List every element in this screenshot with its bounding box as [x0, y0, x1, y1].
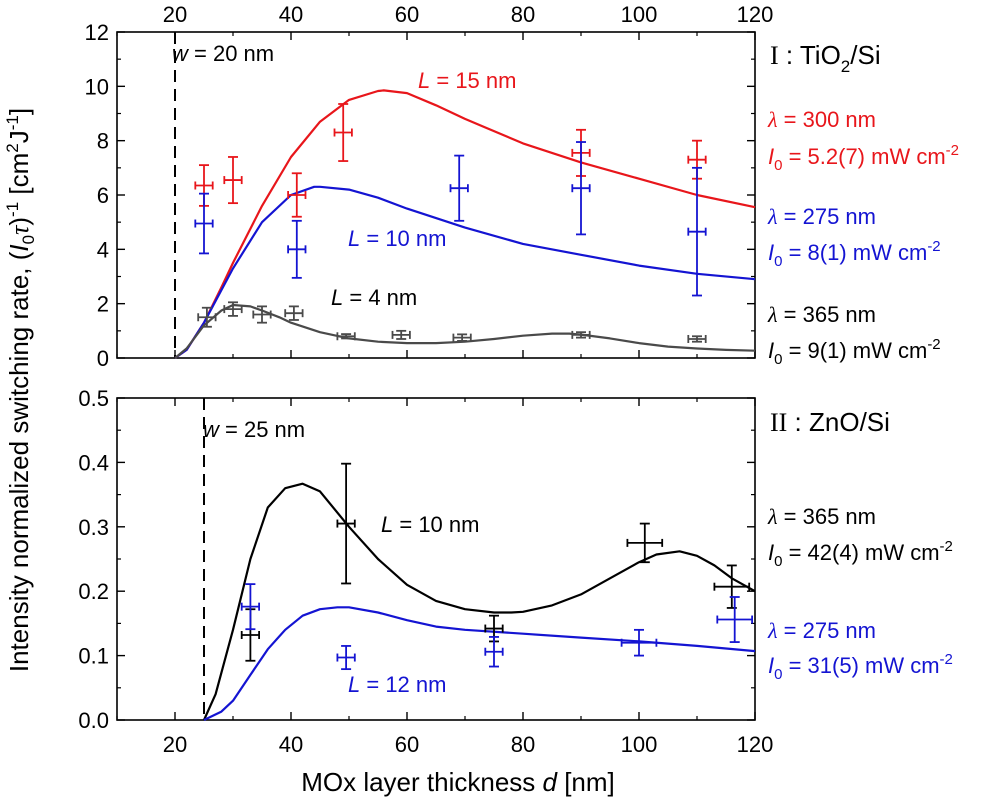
- x-tick-label: 60: [395, 732, 419, 757]
- curve-l-12-nm: [203, 606, 756, 721]
- w-label-tio2: w = 20 nm: [172, 41, 274, 66]
- x-tick-label-top: 60: [395, 2, 419, 27]
- x-tick-label: 120: [737, 732, 774, 757]
- y-tick-label: 2: [97, 292, 109, 317]
- y-tick-label: 0.0: [78, 708, 109, 733]
- x-tick-label: 40: [279, 732, 303, 757]
- y-tick-label: 12: [85, 20, 109, 45]
- data-point: [713, 564, 751, 609]
- data-point: [287, 219, 307, 279]
- curve-l-10-nm: [174, 185, 756, 359]
- legend-I0-275-tio2: I0 = 8(1) mW cm-2: [768, 238, 941, 270]
- data-point: [252, 305, 272, 324]
- y-tick-label: 0: [97, 346, 109, 371]
- curve-l-10-nm: [202, 482, 756, 721]
- panel-title-zno: II : ZnO/Si: [770, 407, 890, 437]
- data-point: [449, 154, 469, 222]
- y-tick-label: 0.4: [78, 450, 109, 475]
- data-point: [687, 166, 707, 297]
- x-tick-label-top: 20: [163, 2, 187, 27]
- x-tick-label: 80: [511, 732, 535, 757]
- panel-zno: 20 40 60 80 100 120 0.0 0.1 0.2 0.3 0.4 0.5 w = 25 …: [78, 386, 952, 757]
- legend-I0-300: I0 = 5.2(7) mW cm-2: [768, 142, 959, 174]
- x-tick-label: 20: [163, 732, 187, 757]
- data-point: [687, 334, 707, 343]
- legend-I0-365-tio2: I0 = 9(1) mW cm-2: [768, 336, 941, 368]
- data-point: [333, 103, 353, 162]
- y-tick-label: 0.1: [78, 644, 109, 669]
- data-point: [287, 172, 307, 218]
- x-tick-label-top: 100: [621, 2, 658, 27]
- curve-label-L15: L = 15 nm: [418, 68, 516, 93]
- x-axis-label: MOx layer thickness d [nm]: [301, 767, 615, 797]
- y-tick-label: 6: [97, 183, 109, 208]
- data-point: [223, 301, 243, 317]
- y-tick-label: 4: [97, 237, 109, 262]
- panel-zno-axes: 20 40 60 80 100 120 0.0 0.1 0.2 0.3 0.4 0.5: [78, 386, 773, 757]
- data-point: [240, 583, 261, 631]
- panel-tio2-axes: 20 40 60 80 100 120 0 2 4 6 8 10 12: [85, 2, 774, 371]
- data-point: [716, 596, 753, 643]
- data-point: [223, 156, 243, 205]
- panel-tio2: 20 40 60 80 100 120 0 2 4 6 8 10 12 w = 20 nm L = 15…: [85, 2, 959, 371]
- x-tick-label-top: 120: [737, 2, 774, 27]
- data-point: [571, 330, 591, 339]
- x-tick-label-top: 40: [279, 2, 303, 27]
- data-point: [620, 628, 658, 657]
- legend-lambda-275-zno: λ = 275 nm: [767, 618, 876, 643]
- y-tick-label: 0.2: [78, 579, 109, 604]
- y-tick-label: 10: [85, 74, 109, 99]
- panel-zno-curves: [202, 482, 756, 721]
- y-tick-label: 8: [97, 129, 109, 154]
- legend-lambda-300: λ = 300 nm: [767, 107, 876, 132]
- data-point: [571, 141, 591, 236]
- data-point: [197, 306, 217, 328]
- w-label-zno: w = 25 nm: [203, 417, 305, 442]
- data-point: [452, 333, 472, 342]
- x-tick-label-top: 80: [511, 2, 535, 27]
- curve-label-L10-tio2: L = 10 nm: [348, 226, 446, 251]
- curve-label-L10-zno: L = 10 nm: [381, 512, 479, 537]
- panel-title-tio2: I : TiO2/Si: [770, 40, 881, 76]
- y-tick-label: 0.5: [78, 386, 109, 411]
- legend-lambda-275-tio2: λ = 275 nm: [767, 204, 876, 229]
- curve-l-4-nm: [174, 303, 756, 359]
- legend-I0-365-zno: I0 = 42(4) mW cm-2: [768, 538, 953, 570]
- data-point: [336, 332, 356, 341]
- y-tick-label: 0.3: [78, 515, 109, 540]
- legend-I0-275-zno: I0 = 31(5) mW cm-2: [768, 651, 953, 683]
- data-point: [626, 522, 664, 564]
- curve-label-L4: L = 4 nm: [331, 285, 417, 310]
- data-point: [336, 645, 356, 671]
- data-point: [484, 636, 504, 668]
- legend-lambda-365-zno: λ = 365 nm: [767, 504, 876, 529]
- y-axis-label: Intensity normalized switching rate, (I0…: [3, 108, 38, 672]
- data-point: [336, 462, 356, 585]
- data-point: [284, 305, 304, 321]
- curve-label-L12: L = 12 nm: [348, 672, 446, 697]
- x-tick-label: 100: [621, 732, 658, 757]
- data-point: [391, 329, 411, 340]
- panel-tio2-points: [194, 103, 707, 343]
- panel-zno-points: [240, 462, 753, 671]
- legend-lambda-365-tio2: λ = 365 nm: [767, 302, 876, 327]
- data-point: [194, 192, 214, 255]
